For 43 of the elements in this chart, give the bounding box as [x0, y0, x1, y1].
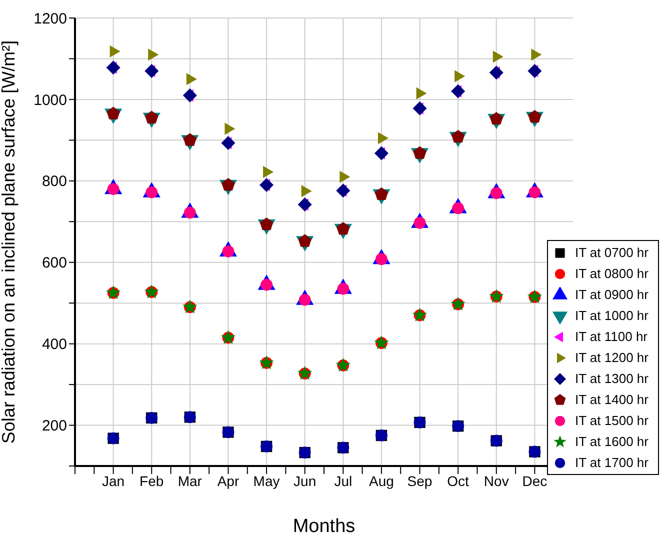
point	[336, 184, 350, 198]
point	[182, 88, 197, 102]
point	[221, 136, 236, 150]
y-tick-label: 600	[42, 254, 67, 272]
legend-label: IT at 1500 hr	[575, 413, 648, 428]
y-axis-title: Solar radiation on an inclined plane surface [W/m²]	[0, 40, 18, 444]
x-tick-label: Oct	[447, 472, 470, 489]
point	[374, 146, 388, 160]
y-tick-label: 400	[42, 336, 67, 354]
legend-label: IT at 1000 hr	[575, 308, 648, 323]
point	[260, 178, 274, 192]
point	[298, 198, 312, 212]
legend-label: IT at 1400 hr	[575, 392, 648, 407]
y-tick-label: 800	[42, 173, 67, 190]
point	[451, 84, 466, 98]
x-tick-label: Feb	[140, 472, 164, 489]
legend-label: IT at 1700 hr	[575, 455, 648, 470]
x-tick-label: Apr	[217, 472, 240, 489]
point	[144, 64, 159, 78]
legend-label: IT at 0800 hr	[575, 266, 648, 281]
y-tick-label: 1200	[34, 10, 67, 28]
x-tick-label: Jun	[294, 472, 316, 489]
point	[528, 64, 542, 78]
x-tick-label: Sep	[407, 472, 432, 489]
x-tick-label: Jul	[334, 472, 352, 489]
point	[489, 66, 504, 80]
legend-label: IT at 1200 hr	[575, 350, 648, 365]
x-tick-label: Aug	[369, 472, 394, 489]
point	[106, 60, 120, 75]
legend-label: IT at 0900 hr	[575, 287, 648, 302]
legend-label: IT at 1600 hr	[575, 434, 648, 449]
x-tick-label: Nov	[484, 472, 509, 489]
legend-label: IT at 0700 hr	[575, 245, 648, 260]
legend-label: IT at 1300 hr	[575, 371, 648, 386]
point	[412, 101, 427, 116]
y-tick-label: 1000	[34, 92, 67, 109]
x-tick-label: Dec	[522, 472, 548, 489]
x-tick-label: Jan	[102, 472, 125, 489]
y-tick-label: 200	[42, 418, 67, 435]
x-tick-label: Mar	[178, 472, 202, 489]
legend-label: IT at 1100 hr	[575, 329, 648, 344]
x-axis-title: Months	[292, 516, 356, 537]
x-tick-label: May	[253, 472, 280, 489]
